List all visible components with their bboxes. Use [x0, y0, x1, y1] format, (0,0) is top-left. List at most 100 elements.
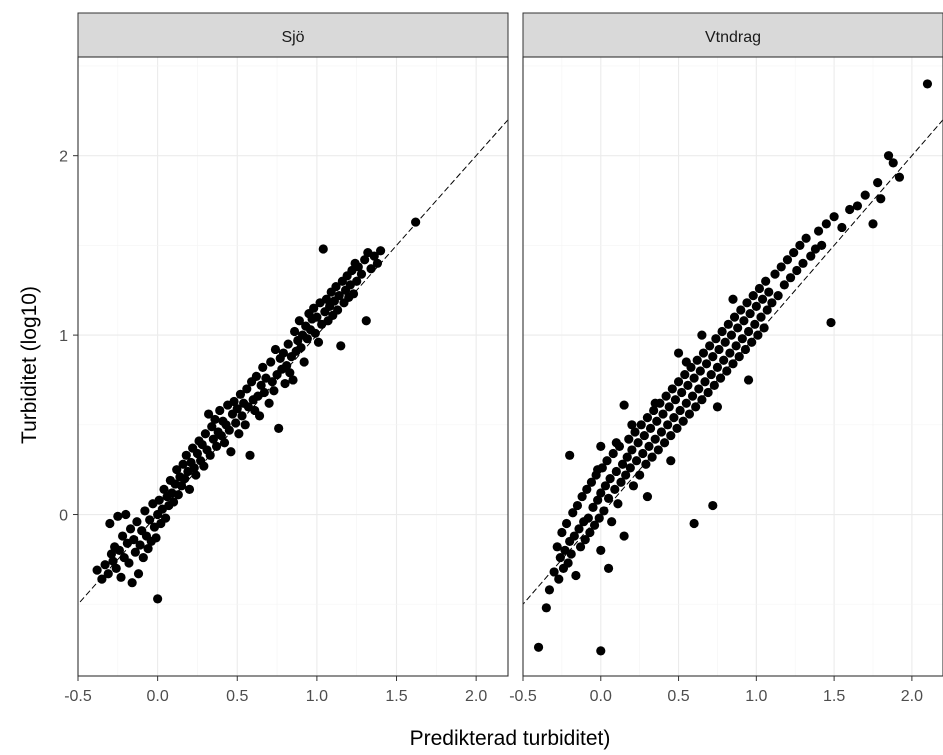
scatter-point: [719, 355, 729, 365]
scatter-point: [348, 289, 359, 299]
scatter-point: [216, 430, 226, 441]
gridlines: [523, 57, 943, 676]
scatter-point: [653, 445, 663, 455]
scatter-point: [282, 361, 292, 371]
scatter-point: [725, 348, 735, 358]
scatter-point: [795, 240, 805, 250]
scatter-point: [582, 484, 592, 495]
scatter-point: [113, 511, 123, 521]
scatter-point: [264, 398, 274, 408]
scatter-point: [575, 542, 586, 552]
scatter-point: [191, 470, 201, 480]
scatter-point: [658, 409, 668, 419]
scatter-point: [310, 328, 320, 338]
scatter-point: [103, 569, 113, 579]
scatter-point: [97, 574, 107, 584]
scatter-point: [673, 377, 684, 387]
scatter-point: [801, 233, 811, 243]
scatter-point: [299, 357, 309, 367]
scatter-point: [806, 251, 816, 261]
scatter-point: [375, 246, 386, 256]
scatter-point: [759, 323, 769, 333]
scatter-point: [100, 560, 110, 570]
scatter-point: [285, 368, 295, 378]
identity-reference-line: [78, 119, 508, 605]
x-tick-label: -0.5: [509, 688, 537, 705]
scatter-point: [366, 264, 376, 274]
scatter-point: [111, 563, 121, 573]
scatter-point: [698, 348, 709, 358]
scatter-point: [116, 572, 126, 582]
scatter-point: [140, 506, 150, 516]
panel-background: [78, 57, 508, 676]
y-tick-label: 0: [59, 508, 68, 525]
scatter-point: [594, 513, 604, 523]
scatter-point: [756, 312, 766, 322]
scatter-point: [697, 330, 707, 340]
scatter-point: [712, 402, 723, 412]
scatter-point: [259, 387, 269, 398]
scatter-point: [635, 470, 645, 480]
scatter-point: [837, 222, 847, 233]
scatter-point: [736, 305, 746, 315]
scatter-point: [231, 418, 241, 428]
scatter-point: [596, 646, 606, 656]
scatter-point: [680, 369, 690, 380]
scatter-point: [589, 520, 600, 530]
scatter-point: [616, 477, 626, 487]
scatter-point: [624, 434, 634, 444]
scatter-point: [687, 391, 698, 401]
scatter-point: [708, 500, 718, 511]
scatter-point: [647, 452, 657, 462]
scatter-point: [813, 226, 824, 236]
scatter-point: [860, 190, 870, 200]
scatter-point: [269, 386, 279, 396]
scatter-point: [135, 540, 145, 550]
scatter-point: [176, 481, 187, 491]
scatter-point: [211, 441, 222, 451]
scatter-point: [641, 459, 651, 469]
scatter-point: [533, 642, 544, 652]
scatter-point: [683, 380, 693, 390]
x-tick-label: -0.5: [64, 688, 92, 705]
scatter-point: [411, 217, 421, 227]
scatter-point: [678, 416, 688, 426]
scatter-point: [565, 450, 575, 460]
scatter-point: [747, 337, 757, 347]
scatter-point: [205, 450, 215, 460]
scatter-point: [334, 291, 344, 301]
scatter-point: [332, 305, 343, 315]
scatter-point: [675, 405, 685, 416]
scatter-points: [92, 217, 421, 604]
scatter-point: [743, 375, 754, 385]
scatter-point: [561, 518, 572, 529]
scatter-point: [280, 378, 290, 389]
scatter-point: [229, 396, 239, 407]
scatter-point: [145, 515, 155, 525]
scatter-point: [695, 366, 705, 376]
scatter-point: [127, 578, 137, 588]
scatter-point: [714, 344, 724, 355]
scatter-point: [894, 172, 905, 182]
scatter-point: [767, 298, 777, 308]
scatter-point: [541, 603, 551, 613]
panel-border: [77, 56, 509, 677]
scatter-point: [776, 262, 786, 272]
scatter-point: [656, 427, 667, 437]
scatter-point: [663, 420, 673, 430]
x-tick-label: 0.0: [147, 688, 169, 705]
scatter-point: [708, 352, 718, 362]
scatter-point: [700, 377, 710, 387]
scatter-point: [151, 533, 161, 543]
scatter-point: [742, 298, 752, 308]
panel-sjo: Sjö: [77, 12, 509, 677]
scatter-point: [817, 240, 827, 250]
scatter-point: [593, 495, 603, 505]
x-tick-label: 1.5: [823, 688, 845, 705]
scatter-point: [266, 357, 276, 367]
scatter-point: [313, 337, 324, 347]
scatter-point: [667, 384, 677, 394]
scatter-point: [296, 343, 306, 353]
scatter-point: [274, 423, 284, 433]
scatter-point: [336, 341, 346, 351]
